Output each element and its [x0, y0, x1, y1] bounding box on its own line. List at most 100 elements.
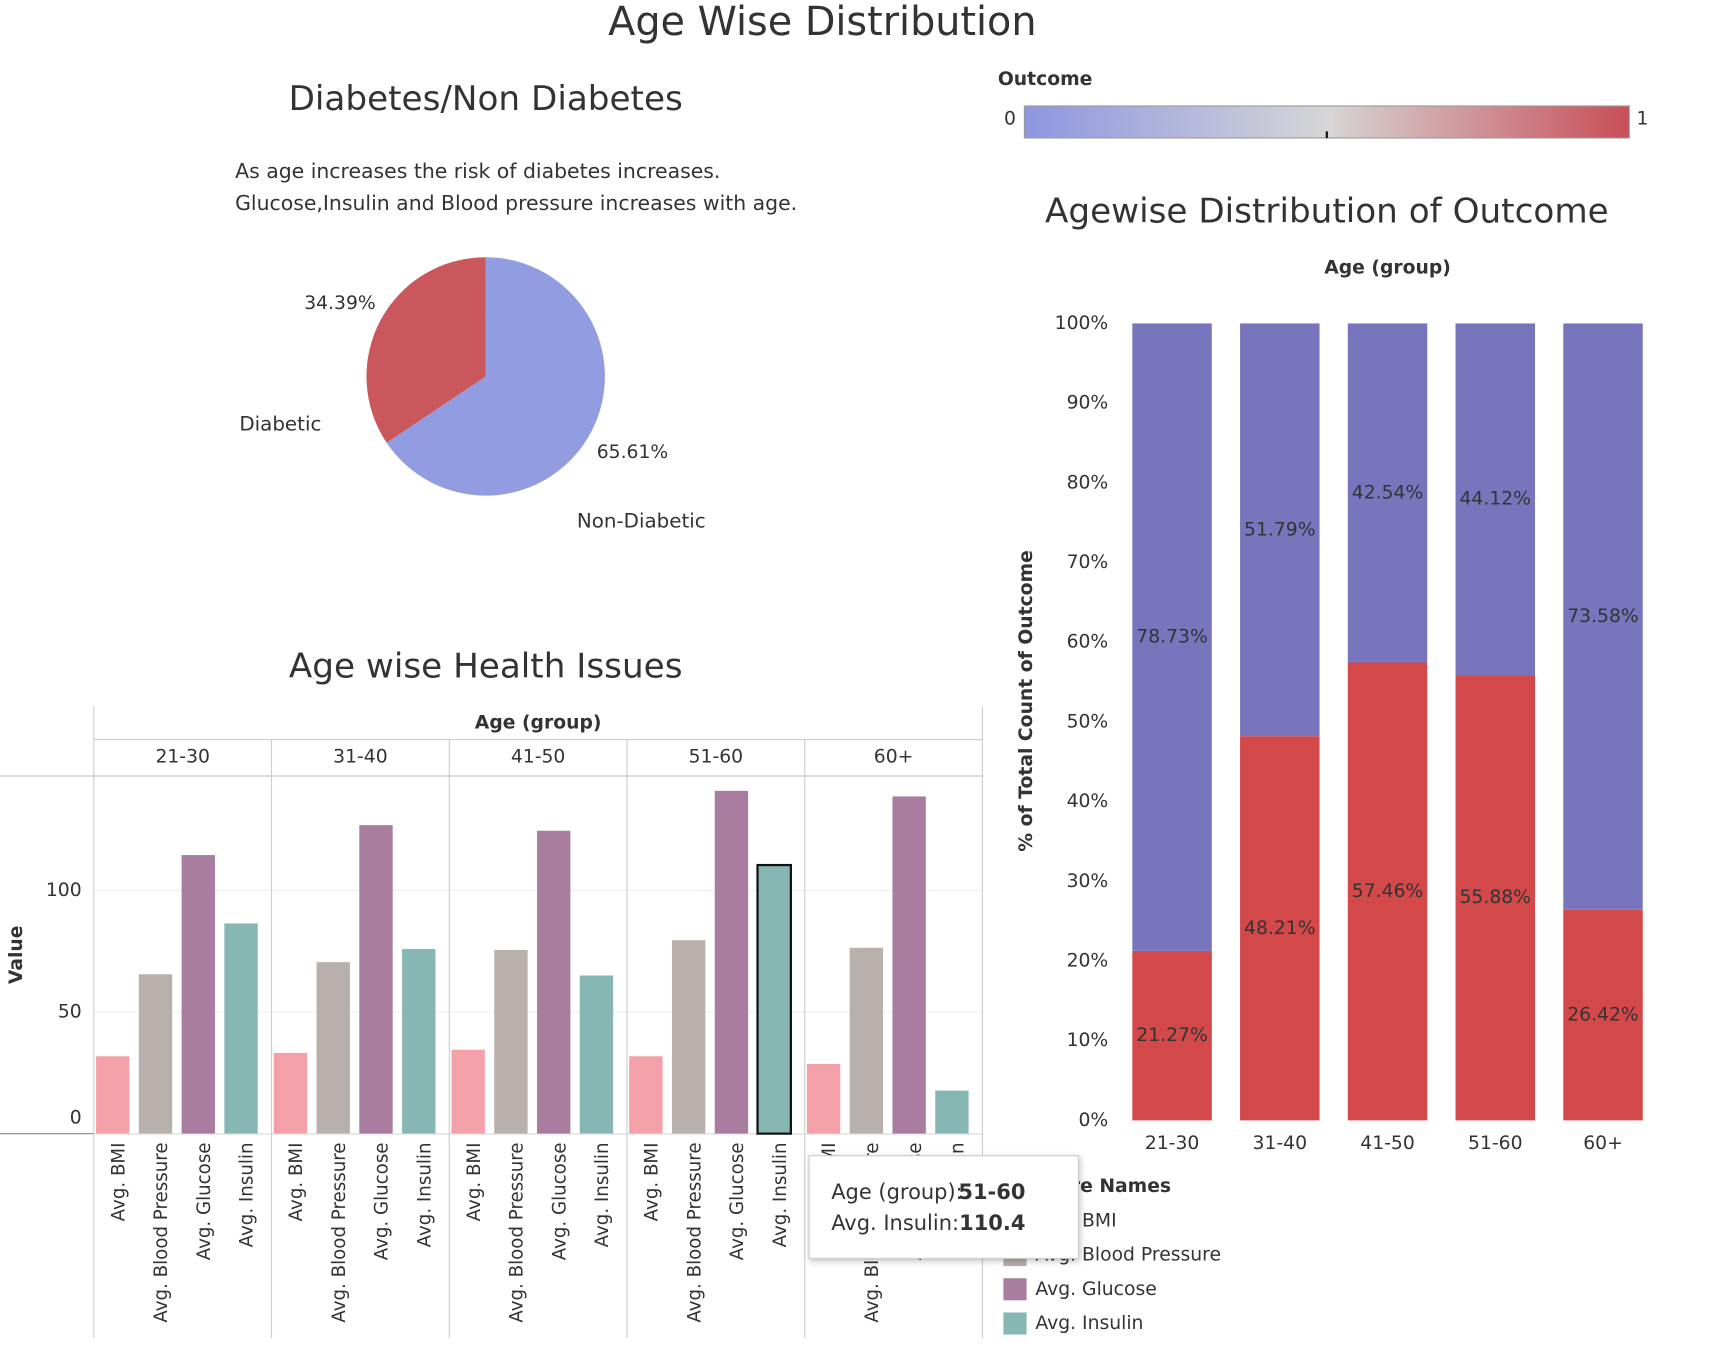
- bar: [494, 949, 528, 1134]
- legend-title: Outcome: [998, 69, 1093, 90]
- legend-swatch: [1003, 1312, 1027, 1335]
- y-tick-label: 60%: [1067, 632, 1109, 653]
- header-label: Age (group): [1324, 258, 1451, 279]
- x-tick-label: 41-50: [1360, 1133, 1414, 1154]
- bar: [629, 1056, 663, 1134]
- header-label: Age (group): [475, 713, 602, 734]
- slice-label: Non-Diabetic: [577, 510, 706, 533]
- bar: [806, 1064, 841, 1134]
- x-tick-label: Avg. BMI: [464, 1142, 485, 1221]
- x-tick-label: Avg. Glucose: [549, 1142, 570, 1260]
- dashboard-title: Age Wise Distribution: [608, 0, 1036, 45]
- bar-value-label: 44.12%: [1460, 489, 1532, 510]
- y-tick-label: 30%: [1067, 871, 1109, 892]
- chart-title: Diabetes/Non Diabetes: [289, 79, 683, 119]
- legend-min-label: 0: [1004, 109, 1016, 130]
- bar-value-label: 73.58%: [1567, 606, 1639, 627]
- bar-value-label: 51.79%: [1244, 519, 1316, 540]
- x-tick-label: Avg. Blood Pressure: [684, 1142, 705, 1322]
- bar: [316, 962, 350, 1134]
- x-tick-label: 51-60: [1468, 1133, 1522, 1154]
- y-tick-label: 0%: [1079, 1110, 1109, 1131]
- panel-label: 60+: [874, 747, 914, 768]
- panel-label: 51-60: [689, 747, 743, 768]
- bar-value-label: 57.46%: [1352, 881, 1424, 902]
- bar-segment: [1563, 323, 1643, 910]
- tooltip-label: Age (group):: [831, 1180, 963, 1204]
- y-tick-label: 50: [58, 1001, 82, 1022]
- bar-segment: [1240, 323, 1320, 737]
- bar: [451, 1049, 485, 1134]
- y-axis-label: Value: [6, 925, 27, 984]
- y-tick-label: 70%: [1067, 552, 1109, 573]
- x-tick-label: Avg. BMI: [286, 1142, 307, 1221]
- panel-label: 21-30: [155, 747, 209, 768]
- x-tick-label: 31-40: [1253, 1133, 1307, 1154]
- bar-segment: [1132, 950, 1212, 1121]
- y-tick-label: 0: [70, 1108, 82, 1129]
- bar: [224, 923, 258, 1134]
- y-tick-label: 90%: [1067, 393, 1109, 414]
- y-axis-label: % of Total Count of Outcome: [1016, 550, 1037, 852]
- legend-label: Avg. Glucose: [1035, 1279, 1156, 1300]
- y-tick-label: 100: [46, 880, 82, 901]
- bar: [96, 1056, 130, 1134]
- tooltip-label: Avg. Insulin:: [831, 1211, 959, 1235]
- legend-max-label: 1: [1637, 109, 1649, 130]
- y-tick-label: 20%: [1067, 951, 1109, 972]
- x-tick-label: Avg. BMI: [641, 1142, 662, 1221]
- x-tick-label: Avg. Blood Pressure: [151, 1142, 172, 1322]
- tooltip: Age (group):51-60 Avg. Insulin: 110.4: [808, 1155, 1080, 1259]
- tooltip-value: 51-60: [958, 1180, 1025, 1204]
- bar: [849, 947, 884, 1134]
- y-tick-label: 100%: [1055, 313, 1109, 334]
- x-tick-label: Avg. Glucose: [372, 1142, 393, 1260]
- chart-title: Age wise Health Issues: [289, 646, 683, 686]
- bar: [892, 796, 926, 1134]
- x-tick-label: 60+: [1583, 1133, 1623, 1154]
- y-tick-label: 50%: [1067, 711, 1109, 732]
- bar: [671, 940, 706, 1134]
- x-tick-label: Avg. Insulin: [237, 1142, 258, 1247]
- bar-segment: [1455, 323, 1536, 676]
- bar: [537, 830, 571, 1134]
- bar: [935, 1090, 969, 1134]
- legend-label: Avg. Insulin: [1035, 1313, 1143, 1334]
- x-tick-label: Avg. Glucose: [194, 1142, 215, 1260]
- bar-segment: [1132, 323, 1212, 951]
- bar: [138, 974, 173, 1134]
- subtitle: Glucose,Insulin and Blood pressure incre…: [235, 191, 797, 215]
- bar: [579, 975, 614, 1134]
- tooltip-value: 110.4: [959, 1211, 1025, 1235]
- y-tick-label: 10%: [1067, 1030, 1109, 1051]
- bar-value-label: 48.21%: [1244, 918, 1316, 939]
- pie-slice: [366, 257, 486, 443]
- bar-value-label: 26.42%: [1567, 1005, 1639, 1026]
- bar-value-label: 42.54%: [1352, 482, 1424, 503]
- tooltip-box: [808, 1155, 1080, 1259]
- y-tick-label: 80%: [1067, 472, 1109, 493]
- bar-segment: [1563, 909, 1643, 1121]
- slice-label: Diabetic: [239, 412, 321, 435]
- x-tick-label: Avg. BMI: [108, 1142, 129, 1221]
- bar-value-label: 21.27%: [1136, 1025, 1207, 1046]
- bar-value-label: 55.88%: [1460, 887, 1532, 908]
- bar-value-label: 78.73%: [1136, 627, 1207, 648]
- bar-segment: [1347, 662, 1428, 1121]
- pie-slice: [386, 257, 605, 496]
- bar: [402, 948, 436, 1134]
- slice-value-label: 34.39%: [304, 293, 376, 314]
- x-tick-label: Avg. Glucose: [727, 1142, 748, 1260]
- legend-label: Avg. Blood Pressure: [1035, 1245, 1221, 1266]
- bar: [714, 790, 749, 1134]
- chart-title: Agewise Distribution of Outcome: [1045, 192, 1609, 232]
- slice-value-label: 65.61%: [597, 442, 669, 463]
- x-tick-label: Avg. Insulin: [592, 1142, 613, 1247]
- bar: [273, 1052, 308, 1134]
- bar: [756, 863, 792, 1135]
- legend-swatch: [1003, 1278, 1027, 1301]
- x-tick-label: 21-30: [1145, 1133, 1199, 1154]
- y-tick-label: 40%: [1067, 791, 1109, 812]
- bar: [181, 855, 215, 1134]
